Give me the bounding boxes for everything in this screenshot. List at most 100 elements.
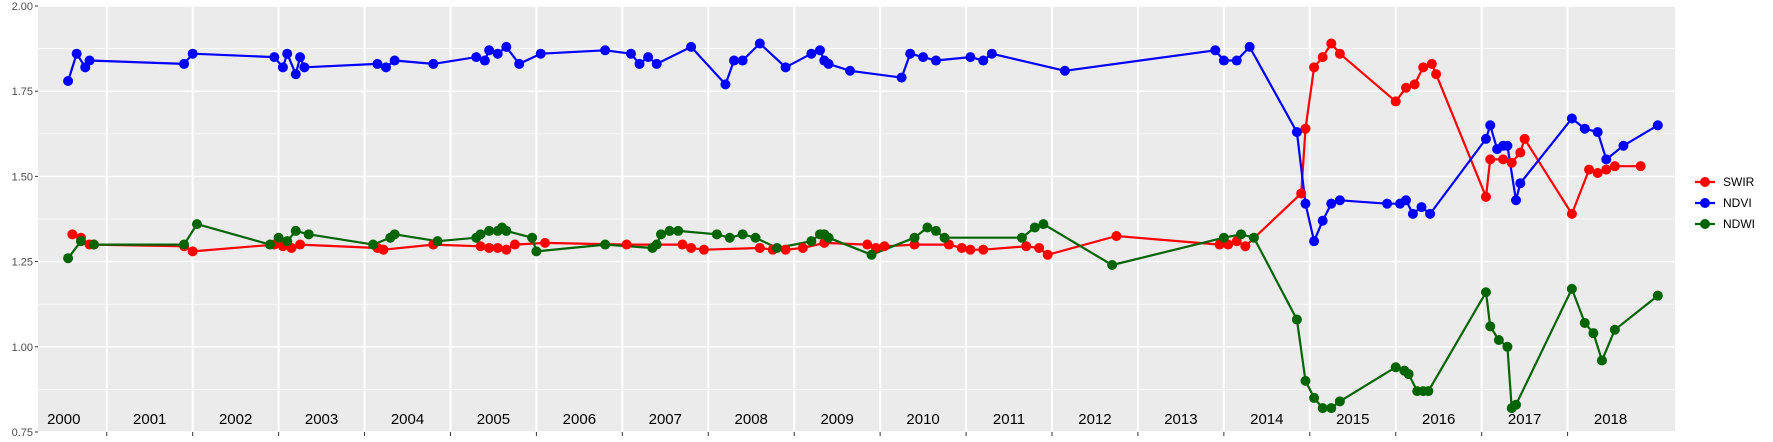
series-points: [63, 38, 1663, 414]
data-point-swir: [1317, 52, 1328, 63]
data-point-ndwi: [501, 225, 512, 236]
data-point-swir: [509, 239, 520, 250]
data-point-swir: [1601, 164, 1612, 175]
data-point-ndvi: [1401, 195, 1412, 206]
grid-minor-lines: [38, 48, 1675, 390]
data-point-swir: [1334, 48, 1345, 59]
data-point-ndwi: [939, 232, 950, 243]
x-axis: [106, 432, 1569, 436]
data-point-ndwi: [1326, 403, 1337, 414]
data-point-ndvi: [814, 45, 825, 56]
data-point-ndvi: [1425, 208, 1436, 219]
data-point-ndwi: [1502, 341, 1513, 352]
data-point-ndwi: [273, 232, 284, 243]
data-point-ndwi: [750, 232, 761, 243]
data-point-ndwi: [531, 246, 542, 257]
y-tick-label: 2.00: [12, 1, 33, 13]
data-point-ndvi: [1579, 123, 1590, 134]
data-point-ndvi: [1407, 208, 1418, 219]
data-point-ndwi: [1511, 399, 1522, 410]
data-point-swir: [1506, 157, 1517, 168]
data-point-ndwi: [772, 242, 783, 253]
data-point-ndwi: [1334, 396, 1345, 407]
year-label: 2013: [1164, 411, 1197, 428]
y-tick-label: 1.25: [12, 257, 33, 269]
data-point-ndwi: [290, 225, 301, 236]
data-point-swir: [1042, 249, 1053, 260]
data-point-ndvi: [643, 52, 654, 63]
data-point-ndwi: [1566, 283, 1577, 294]
data-point-swir: [1034, 242, 1045, 253]
data-point-swir: [780, 244, 791, 255]
data-point-ndvi: [492, 48, 503, 59]
data-point-ndvi: [1382, 198, 1393, 209]
legend-key-marker: [1700, 198, 1710, 208]
data-point-ndvi: [269, 52, 280, 63]
data-point-ndvi: [479, 55, 490, 66]
data-point-ndvi: [389, 55, 400, 66]
data-point-swir: [862, 239, 873, 250]
data-point-swir: [1401, 82, 1412, 93]
data-point-ndvi: [471, 52, 482, 63]
data-point-ndwi: [823, 232, 834, 243]
data-point-ndvi: [63, 75, 74, 86]
data-point-swir: [1609, 161, 1620, 172]
year-label: 2008: [735, 411, 768, 428]
data-point-ndwi: [664, 225, 675, 236]
data-point-ndvi: [1231, 55, 1242, 66]
year-label: 2017: [1508, 411, 1541, 428]
data-point-swir: [1309, 62, 1320, 73]
year-label: 2001: [133, 411, 166, 428]
data-point-swir: [754, 242, 765, 253]
year-label: 2016: [1422, 411, 1455, 428]
data-point-swir: [621, 239, 632, 250]
year-label: 2006: [563, 411, 596, 428]
data-point-ndvi: [823, 58, 834, 69]
data-point-ndvi: [1416, 202, 1427, 213]
data-point-ndvi: [686, 41, 697, 52]
data-point-ndvi: [737, 55, 748, 66]
data-point-ndwi: [1390, 362, 1401, 373]
data-point-ndwi: [737, 229, 748, 240]
data-point-ndwi: [1480, 287, 1491, 298]
data-point-ndvi: [1059, 65, 1070, 76]
data-point-swir: [1426, 58, 1437, 69]
data-point-swir: [956, 242, 967, 253]
data-point-ndwi: [1485, 321, 1496, 332]
data-point-ndvi: [965, 52, 976, 63]
data-point-ndvi: [484, 45, 495, 56]
legend: SWIR NDVI NDWI: [1695, 175, 1755, 231]
data-point-ndvi: [625, 48, 636, 59]
data-point-ndvi: [780, 62, 791, 73]
data-point-ndvi: [651, 58, 662, 69]
data-point-ndvi: [918, 52, 929, 63]
data-point-ndvi: [514, 58, 525, 69]
data-point-ndwi: [191, 219, 202, 230]
data-point-ndwi: [1218, 232, 1229, 243]
data-point-ndwi: [1317, 403, 1328, 414]
data-point-ndvi: [930, 55, 941, 66]
data-point-ndwi: [389, 229, 400, 240]
data-point-ndwi: [1596, 355, 1607, 366]
legend-label: NDWI: [1723, 217, 1755, 231]
data-point-ndvi: [1326, 198, 1337, 209]
legend-label: NDVI: [1723, 196, 1752, 210]
year-label: 2011: [993, 411, 1025, 428]
data-point-ndvi: [179, 58, 190, 69]
data-point-swir: [1240, 241, 1251, 252]
data-point-ndvi: [277, 62, 288, 73]
data-point-ndvi: [896, 72, 907, 83]
y-tick-label: 0.75: [12, 427, 33, 439]
data-point-swir: [1390, 96, 1401, 107]
data-point-ndwi: [1236, 229, 1247, 240]
data-point-swir: [295, 239, 306, 250]
data-point-ndwi: [909, 232, 920, 243]
year-label: 2018: [1594, 411, 1627, 428]
data-point-ndvi: [1210, 45, 1221, 56]
data-point-ndwi: [432, 236, 443, 247]
legend-key-marker: [1700, 177, 1710, 187]
data-point-ndvi: [1218, 55, 1229, 66]
data-point-ndvi: [729, 55, 740, 66]
legend-label: SWIR: [1723, 175, 1755, 189]
data-point-ndvi: [1309, 236, 1320, 247]
